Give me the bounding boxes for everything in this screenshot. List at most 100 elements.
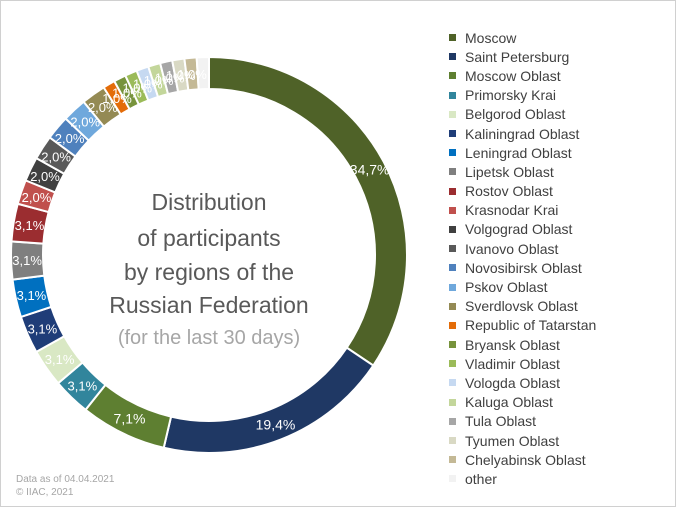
- chart-title-line-2: of participants: [137, 225, 281, 251]
- legend-label: Vladimir Oblast: [465, 355, 560, 372]
- legend-label: Primorsky Krai: [465, 87, 557, 104]
- legend-label: Lipetsk Oblast: [465, 163, 554, 180]
- data-label-vologda-oblast: 1,0%: [133, 77, 163, 92]
- legend-label: Krasnodar Krai: [465, 202, 559, 219]
- data-label-primorsky-krai: 3,1%: [68, 379, 98, 394]
- legend-label: Leningrad Oblast: [465, 144, 572, 161]
- legend-swatch: [449, 475, 456, 483]
- data-label-moscow-oblast: 7,1%: [114, 411, 146, 427]
- legend-swatch: [449, 398, 456, 406]
- legend-swatch: [449, 417, 456, 425]
- legend-swatch: [449, 283, 456, 291]
- data-label-pskov-oblast: 2,0%: [70, 115, 100, 130]
- legend-swatch: [449, 456, 456, 464]
- legend-label: Saint Petersburg: [465, 48, 570, 65]
- legend-label: Republic of Tatarstan: [465, 317, 597, 334]
- legend-item-rostov-oblast: Rostov Oblast: [449, 182, 596, 201]
- legend-swatch: [449, 110, 456, 118]
- legend-swatch: [449, 302, 456, 310]
- legend-item-bryansk-oblast: Bryansk Oblast: [449, 335, 596, 354]
- legend-swatch: [449, 264, 456, 272]
- legend-swatch: [449, 168, 456, 176]
- legend-swatch: [449, 187, 456, 195]
- data-label-sverdlovsk-oblast: 2,0%: [88, 100, 118, 115]
- legend-label: Moscow Oblast: [465, 67, 561, 84]
- chart-title-line-3: by regions of the: [123, 259, 295, 285]
- chart-title-line-1: Distribution: [151, 189, 267, 215]
- legend-label: Moscow: [465, 29, 517, 46]
- chart-subtitle: (for the last 30 days): [117, 327, 301, 349]
- legend-swatch: [449, 245, 456, 253]
- data-label-bryansk-oblast: 1,0%: [112, 86, 142, 101]
- legend-item-saint-petersburg: Saint Petersburg: [449, 47, 596, 66]
- data-label-lipetsk-oblast: 3,1%: [12, 253, 42, 268]
- data-label-vladimir-oblast: 1,0%: [122, 81, 152, 96]
- slice-other: [195, 55, 210, 91]
- legend-item-moscow: Moscow: [449, 28, 596, 47]
- legend-item-krasnodar-krai: Krasnodar Krai: [449, 201, 596, 220]
- legend-swatch: [449, 437, 456, 445]
- legend-item-lipetsk-oblast: Lipetsk Oblast: [449, 162, 596, 181]
- legend-swatch: [449, 72, 456, 80]
- legend-item-ivanovo-oblast: Ivanovo Oblast: [449, 239, 596, 258]
- data-label-kaliningrad-oblast: 3,1%: [28, 321, 58, 336]
- data-label-krasnodar-krai: 2,0%: [22, 190, 52, 205]
- data-label-ivanovo-oblast: 2,0%: [41, 149, 71, 164]
- legend-label: Ivanovo Oblast: [465, 240, 559, 257]
- legend-swatch: [449, 360, 456, 368]
- legend-item-kaluga-oblast: Kaluga Oblast: [449, 393, 596, 412]
- legend-label: Vologda Oblast: [465, 374, 560, 391]
- legend-item-leningrad-oblast: Leningrad Oblast: [449, 143, 596, 162]
- legend-swatch: [449, 321, 456, 329]
- legend-item-tyumen-oblast: Tyumen Oblast: [449, 431, 596, 450]
- data-label-leningrad-oblast: 3,1%: [17, 288, 47, 303]
- legend-label: Kaliningrad Oblast: [465, 125, 580, 142]
- legend-swatch: [449, 130, 456, 138]
- legend-swatch: [449, 225, 456, 233]
- legend-label: Pskov Oblast: [465, 279, 548, 296]
- legend-item-novosibirsk-oblast: Novosibirsk Oblast: [449, 258, 596, 277]
- legend-label: Tyumen Oblast: [465, 432, 560, 449]
- data-label-rostov-oblast: 3,1%: [15, 218, 45, 233]
- data-date-note: Data as of 04.04.2021: [16, 474, 115, 485]
- legend-item-chelyabinsk-oblast: Chelyabinsk Oblast: [449, 450, 596, 469]
- data-label-moscow: 34,7%: [350, 161, 390, 177]
- legend-item-belgorod-oblast: Belgorod Oblast: [449, 105, 596, 124]
- legend-item-republic-of-tatarstan: Republic of Tatarstan: [449, 316, 596, 335]
- legend-item-tula-oblast: Tula Oblast: [449, 412, 596, 431]
- legend-item-other: other: [449, 469, 596, 488]
- data-label-tyumen-oblast: 1,0%: [166, 68, 196, 83]
- legend-item-volgograd-oblast: Volgograd Oblast: [449, 220, 596, 239]
- copyright-note: © IIAC, 2021: [16, 487, 74, 498]
- legend-label: other: [465, 470, 497, 487]
- data-label-kaluga-oblast: 1,0%: [144, 73, 174, 88]
- data-label-novosibirsk-oblast: 2,0%: [55, 131, 85, 146]
- legend-label: Rostov Oblast: [465, 183, 553, 200]
- legend-swatch: [449, 91, 456, 99]
- legend-label: Volgograd Oblast: [465, 221, 573, 238]
- legend-swatch: [449, 53, 456, 61]
- legend-label: Sverdlovsk Oblast: [465, 298, 578, 315]
- data-label-saint-petersburg: 19,4%: [256, 416, 296, 432]
- data-label-republic-of-tatarstan: 1,0%: [102, 91, 132, 106]
- legend-item-pskov-oblast: Pskov Oblast: [449, 277, 596, 296]
- legend-swatch: [449, 34, 456, 42]
- legend-label: Bryansk Oblast: [465, 336, 560, 353]
- slice-saint-petersburg: [162, 346, 375, 454]
- footnote: Data as of 04.04.2021 © IIAC, 2021: [16, 473, 114, 499]
- legend-item-moscow-oblast: Moscow Oblast: [449, 66, 596, 85]
- legend-swatch: [449, 149, 456, 157]
- data-label-tula-oblast: 1,0%: [155, 70, 185, 85]
- legend-label: Belgorod Oblast: [465, 106, 566, 123]
- legend-swatch: [449, 341, 456, 349]
- chart-legend: Moscow Saint Petersburg Moscow Oblast Primo…: [449, 28, 596, 489]
- data-label-belgorod-oblast: 3,1%: [45, 352, 75, 367]
- legend-item-vladimir-oblast: Vladimir Oblast: [449, 354, 596, 373]
- legend-label: Kaluga Oblast: [465, 394, 553, 411]
- legend-label: Novosibirsk Oblast: [465, 259, 582, 276]
- legend-swatch: [449, 206, 456, 214]
- legend-item-kaliningrad-oblast: Kaliningrad Oblast: [449, 124, 596, 143]
- data-label-chelyabinsk-oblast: 1,0%: [177, 67, 207, 82]
